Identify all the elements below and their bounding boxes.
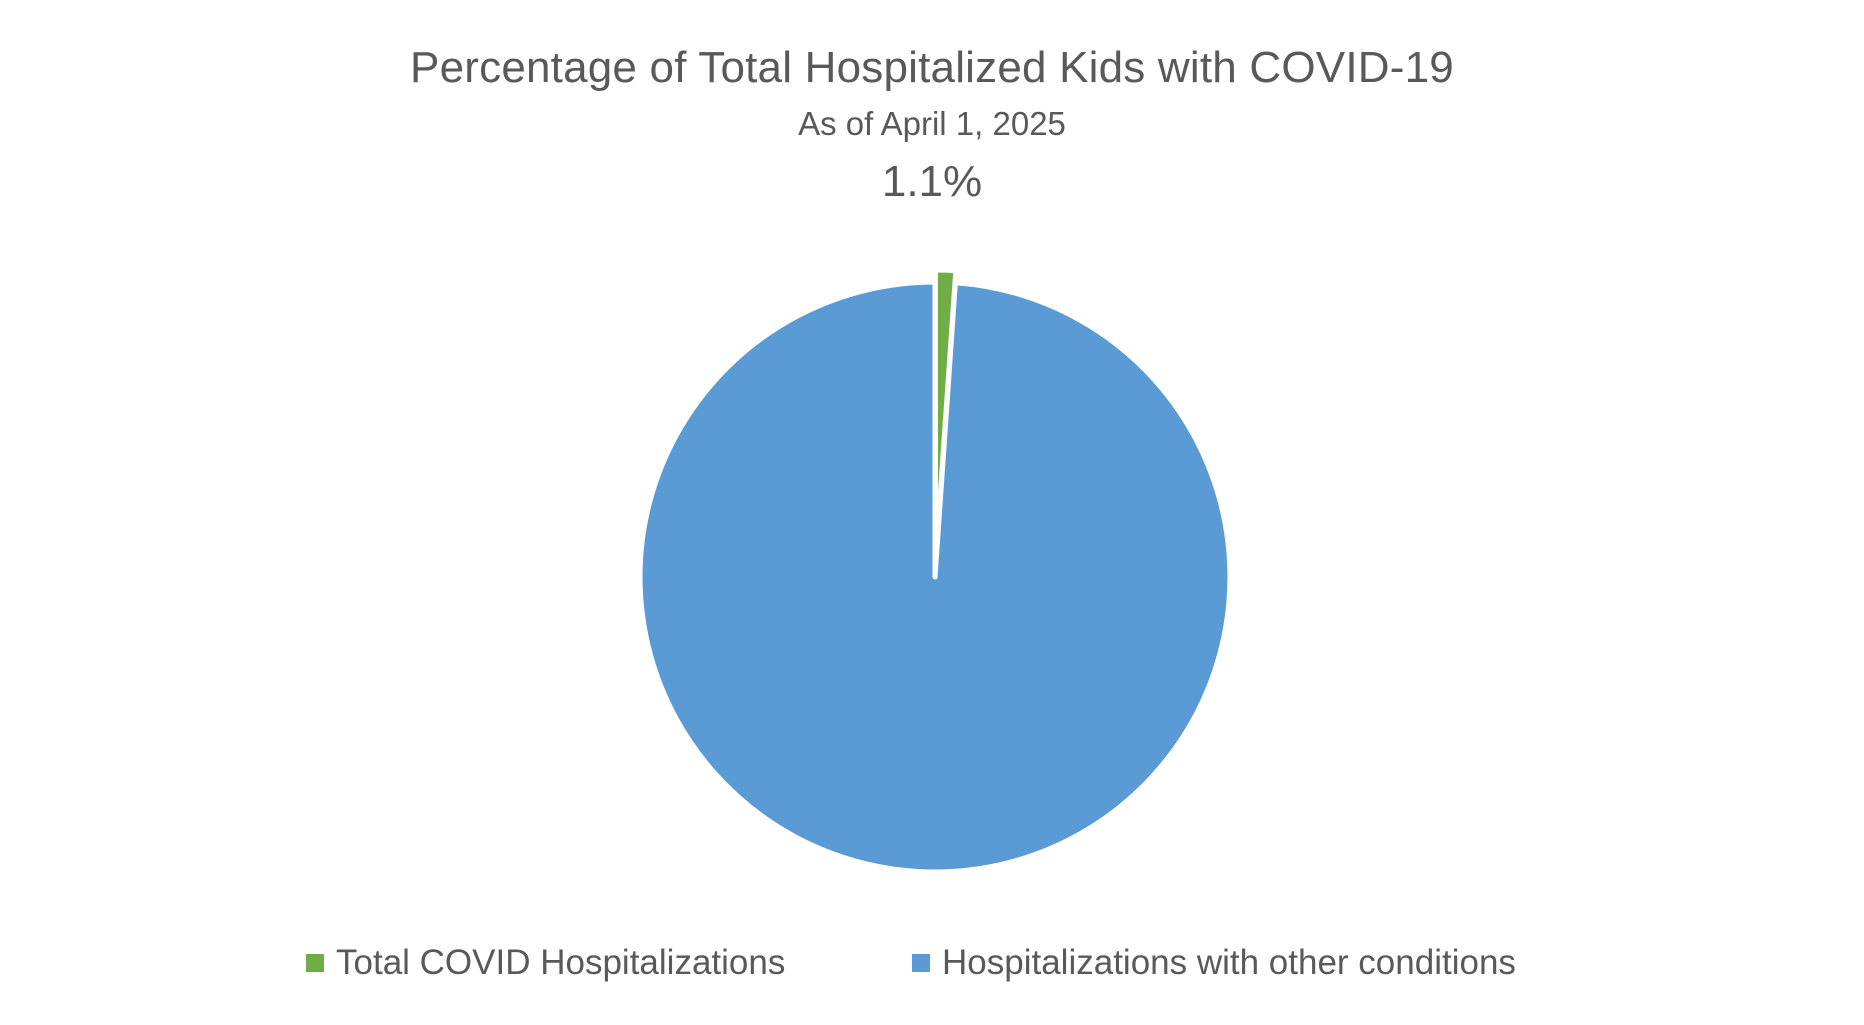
chart-subtitle: As of April 1, 2025 (798, 105, 1066, 142)
legend-swatch-covid (306, 954, 324, 972)
chart-legend: Total COVID Hospitalizations Hospitaliza… (0, 938, 1864, 988)
chart-title: Percentage of Total Hospitalized Kids wi… (410, 43, 1454, 92)
pie-slice-other-conditions (637, 279, 1233, 875)
legend-item-other-conditions: Hospitalizations with other conditions (912, 938, 1516, 988)
legend-swatch-other-conditions (912, 954, 930, 972)
legend-label-other-conditions: Hospitalizations with other conditions (942, 943, 1516, 982)
legend-label-covid: Total COVID Hospitalizations (336, 943, 786, 982)
legend-item-covid: Total COVID Hospitalizations (306, 938, 785, 988)
chart-highlight-value: 1.1% (881, 157, 983, 206)
